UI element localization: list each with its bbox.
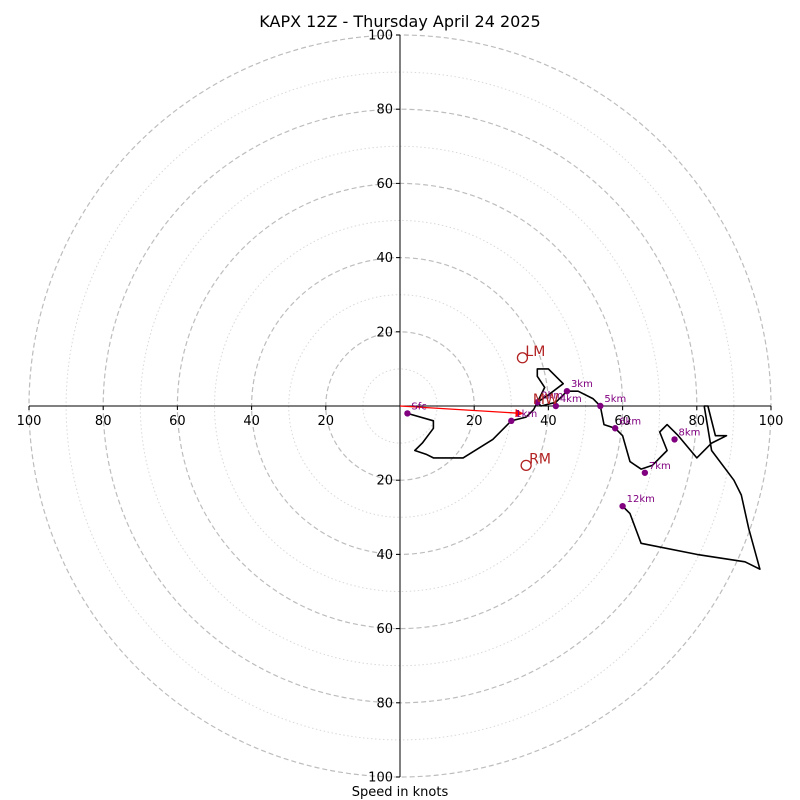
y-tick-label: 100 [368, 771, 393, 786]
shear-vector-arrow [399, 405, 524, 417]
x-tick-label: 80 [689, 414, 706, 429]
y-tick-label: 40 [376, 251, 393, 266]
height-marker-point [534, 399, 541, 406]
chart-title: KAPX 12Z - Thursday April 24 2025 [259, 12, 540, 31]
y-tick-label: 60 [376, 622, 393, 637]
x-tick-label: 20 [318, 414, 335, 429]
storm-motion-marker [520, 459, 532, 472]
height-marker-point [619, 502, 626, 510]
y-tick-label: 60 [376, 177, 393, 192]
wind-trace [407, 368, 761, 571]
x-tick-label: 40 [540, 414, 557, 429]
height-marker-point [563, 387, 571, 395]
height-marker-point [611, 425, 619, 432]
height-marker-label: 1km [515, 409, 537, 420]
y-tick-label: 80 [376, 103, 393, 118]
height-marker-label: 5km [604, 394, 626, 405]
x-tick-label: 60 [614, 414, 631, 429]
x-tick-label: 20 [466, 414, 483, 429]
height-marker-point [404, 410, 411, 417]
height-marker-point [552, 402, 560, 410]
x-tick-label: 100 [759, 414, 784, 429]
y-tick-label: 20 [376, 325, 393, 340]
shear-vector [399, 405, 524, 417]
x-tick-label: 60 [169, 414, 186, 429]
height-marker-point [597, 402, 604, 410]
storm-motion-marker [516, 352, 529, 364]
height-marker-label: 7km [649, 461, 671, 472]
x-tick-label: 40 [243, 414, 260, 429]
x-axis-label: Speed in knots [352, 785, 449, 800]
x-tick-label: 100 [17, 414, 42, 429]
wind-trace-line [407, 368, 761, 571]
height-marker-point [508, 417, 515, 425]
storm-motion-label: RM [529, 451, 551, 467]
storm-motion-label: MW [533, 392, 559, 408]
height-marker-label: 2km [541, 390, 563, 401]
height-marker-point [641, 469, 649, 476]
y-tick-label: 40 [376, 548, 393, 563]
height-marker-label: 4km [560, 394, 582, 405]
tick-labels: 100 80 60 40 20 20 40 60 80 100 100 80 60 40 20 20 40 60 8… [17, 29, 784, 786]
x-tick-label: 80 [95, 414, 112, 429]
height-marker-label: 8km [679, 427, 701, 438]
height-marker-point [671, 436, 678, 443]
height-marker-label: 3km [571, 379, 593, 390]
y-tick-label: 80 [376, 696, 393, 711]
height-markers: Sfc 1km 2km 3km 4km 5km 6km 7km 8km 12km [404, 379, 701, 510]
y-tick-label: 20 [376, 474, 393, 489]
y-tick-label: 100 [368, 29, 393, 44]
height-marker-label: 12km [627, 494, 655, 505]
storm-motion-markers: LM RM MW [516, 344, 559, 472]
height-marker-label: 6km [619, 416, 641, 427]
storm-motion-label: LM [525, 344, 545, 360]
height-marker-label: Sfc [411, 401, 426, 412]
